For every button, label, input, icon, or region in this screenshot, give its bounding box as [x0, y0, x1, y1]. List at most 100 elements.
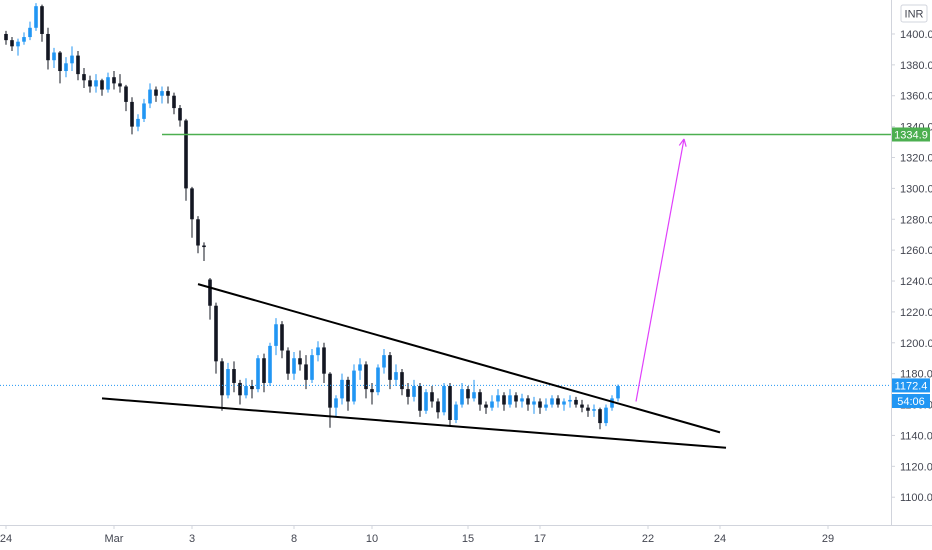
price-axis[interactable]: 1100.01120.01140.01160.01180.01200.01220…: [891, 29, 932, 504]
x-tick-label: 15: [462, 533, 474, 545]
candle: [274, 318, 278, 356]
candle: [370, 382, 374, 405]
candle: [298, 350, 302, 371]
candle-body: [430, 392, 434, 402]
currency-label[interactable]: INR: [900, 4, 928, 23]
candle-body: [394, 372, 398, 380]
lower-trendline[interactable]: [101, 397, 727, 449]
candle: [172, 92, 176, 115]
candle: [238, 379, 242, 405]
target-arrowhead: [678, 138, 685, 146]
candle: [196, 216, 200, 254]
candle-body: [442, 386, 446, 413]
candle-body: [64, 63, 68, 72]
candle: [304, 355, 308, 390]
candle: [550, 395, 554, 408]
y-tick-label: 1300.0: [900, 183, 932, 195]
candle-body: [508, 395, 512, 405]
candle: [4, 30, 8, 45]
candle-body: [22, 37, 26, 42]
candle-body: [148, 89, 152, 104]
target-arrow[interactable]: [635, 138, 685, 402]
candle: [52, 47, 56, 68]
candle-body: [376, 367, 380, 393]
candle: [472, 379, 476, 402]
candle: [478, 389, 482, 411]
candle: [64, 57, 68, 78]
candle-body: [298, 358, 302, 365]
y-tick-label: 1280.0: [900, 214, 932, 226]
candle: [400, 369, 404, 396]
candle: [310, 348, 314, 383]
candle: [436, 398, 440, 419]
price-badge-bg: [892, 127, 930, 142]
candle-body: [94, 80, 98, 87]
candle: [364, 361, 368, 399]
candle-body: [310, 355, 314, 380]
candle-body: [316, 347, 320, 356]
candle: [280, 321, 284, 359]
candle: [598, 407, 602, 430]
candle: [118, 74, 122, 93]
candle-body: [472, 392, 476, 399]
price-badge: 54:06: [892, 394, 930, 409]
candle: [70, 46, 74, 72]
candle: [556, 395, 560, 408]
candle: [232, 361, 236, 393]
candle: [610, 395, 614, 411]
candle: [580, 399, 584, 413]
x-tick-label: 29: [822, 533, 834, 545]
candle-body: [406, 389, 410, 397]
price-badge-label: 1172.4: [895, 380, 928, 392]
candle: [346, 376, 350, 411]
candle: [316, 341, 320, 362]
candle: [334, 395, 338, 417]
candle-body: [586, 407, 590, 411]
price-badge: 1334.9: [892, 127, 930, 142]
candle-body: [136, 118, 140, 127]
candle: [292, 352, 296, 380]
candle: [376, 364, 380, 396]
candle: [226, 362, 230, 399]
candle: [154, 86, 158, 102]
candle: [250, 379, 254, 399]
candle: [394, 364, 398, 387]
candle-body: [328, 373, 332, 408]
x-tick-label: 10: [366, 533, 378, 545]
candle: [502, 392, 506, 411]
candle: [214, 302, 218, 374]
x-tick-label: 17: [534, 533, 546, 545]
candle: [10, 37, 14, 51]
candle: [526, 395, 530, 411]
y-tick-label: 1100.0: [900, 492, 932, 504]
upper-trendline[interactable]: [197, 283, 721, 434]
candle-body: [256, 358, 260, 390]
y-tick-label: 1400.0: [900, 29, 932, 41]
candle-body: [88, 80, 92, 87]
candle-body: [352, 370, 356, 402]
candle-body: [388, 355, 392, 380]
candle-body: [238, 382, 242, 396]
candle-body: [520, 398, 524, 402]
candle-body: [208, 279, 212, 306]
candle: [382, 348, 386, 374]
candle-body: [460, 389, 464, 405]
candle: [286, 347, 290, 380]
y-tick-label: 1120.0: [900, 461, 932, 473]
candle: [148, 83, 152, 109]
candle-body: [268, 345, 272, 383]
candle: [106, 72, 110, 93]
time-axis[interactable]: 24 Mar 3 8 10 15 17 22 24 29: [0, 525, 834, 545]
y-tick-label: 1380.0: [900, 60, 932, 72]
candle-body: [34, 6, 38, 28]
y-tick-label: 1260.0: [900, 245, 932, 257]
candle: [82, 67, 86, 89]
x-tick-label: Mar: [105, 533, 124, 545]
candle: [112, 71, 116, 90]
candle-body: [532, 401, 536, 405]
candle-body: [106, 77, 110, 90]
candle: [604, 404, 608, 427]
candle-body: [250, 386, 254, 390]
candle: [544, 398, 548, 411]
